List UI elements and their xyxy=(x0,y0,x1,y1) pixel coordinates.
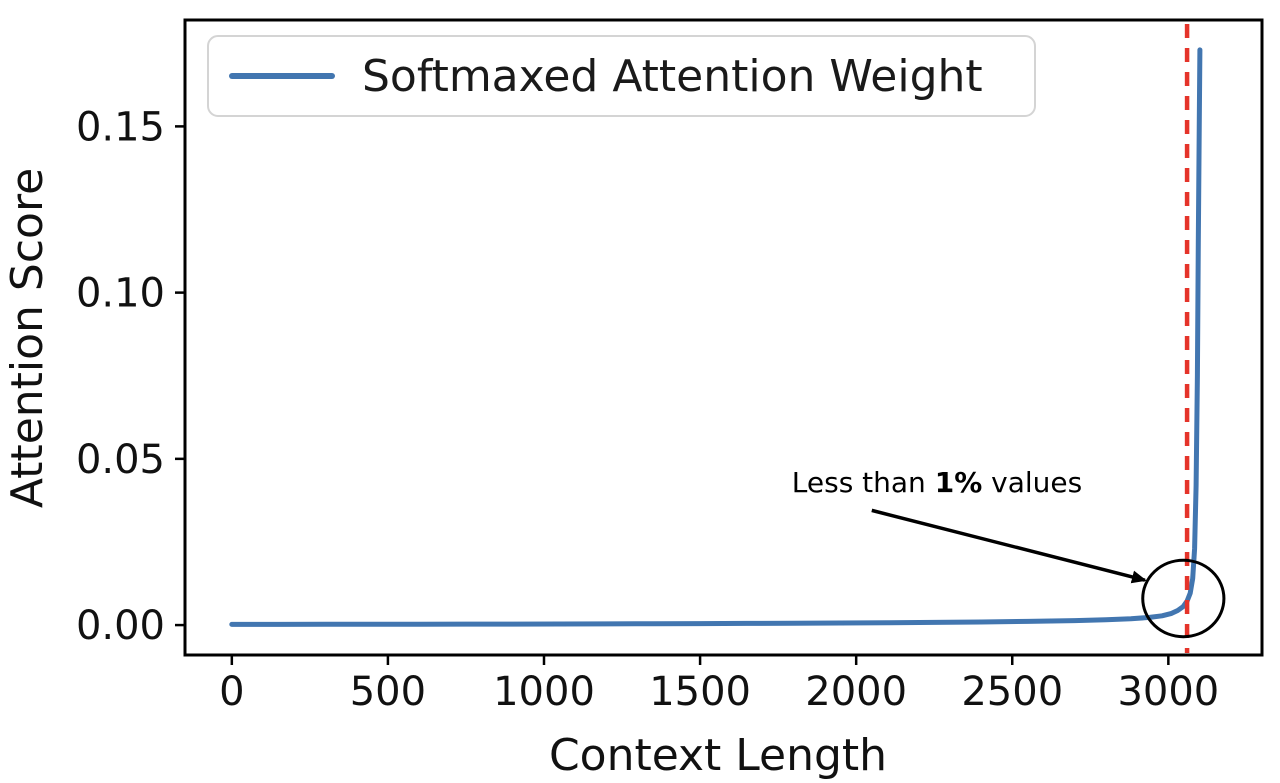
legend-box xyxy=(207,35,1036,117)
y-tick-label: 0.00 xyxy=(76,603,165,649)
annotation-text-after: values xyxy=(982,466,1082,499)
y-axis-label: Attention Score xyxy=(2,168,53,508)
x-tick-label: 3000 xyxy=(1117,669,1219,715)
y-tick-label: 0.10 xyxy=(76,271,165,317)
annotation-arrow xyxy=(871,508,1147,584)
annotation-text: Less than 1% values xyxy=(792,466,1082,499)
plot-layer: 0 500 1000 1500 2000 2500 3000 0.00 0.05 0.10 0.15 xyxy=(76,24,1226,715)
legend-label: Softmaxed Attention Weight xyxy=(362,51,983,102)
annotation-text-bold: 1% xyxy=(935,466,983,499)
x-tick-label: 0 xyxy=(219,669,244,715)
y-tick-label: 0.15 xyxy=(76,104,165,150)
x-tick-label: 2000 xyxy=(805,669,907,715)
x-tick-label: 500 xyxy=(350,669,426,715)
x-tick-label: 2500 xyxy=(961,669,1063,715)
y-tick-label: 0.05 xyxy=(76,437,165,483)
legend: Softmaxed Attention Weight xyxy=(207,35,1036,117)
annotation-text-before: Less than xyxy=(792,466,935,499)
x-tick-label: 1000 xyxy=(493,669,595,715)
x-axis-label: Context Length xyxy=(549,730,887,781)
series-line-softmaxed-attention-weight xyxy=(229,47,1203,627)
annotation-circle xyxy=(1141,558,1226,639)
x-tick-label: 1500 xyxy=(649,669,751,715)
plot-border xyxy=(183,18,1264,657)
